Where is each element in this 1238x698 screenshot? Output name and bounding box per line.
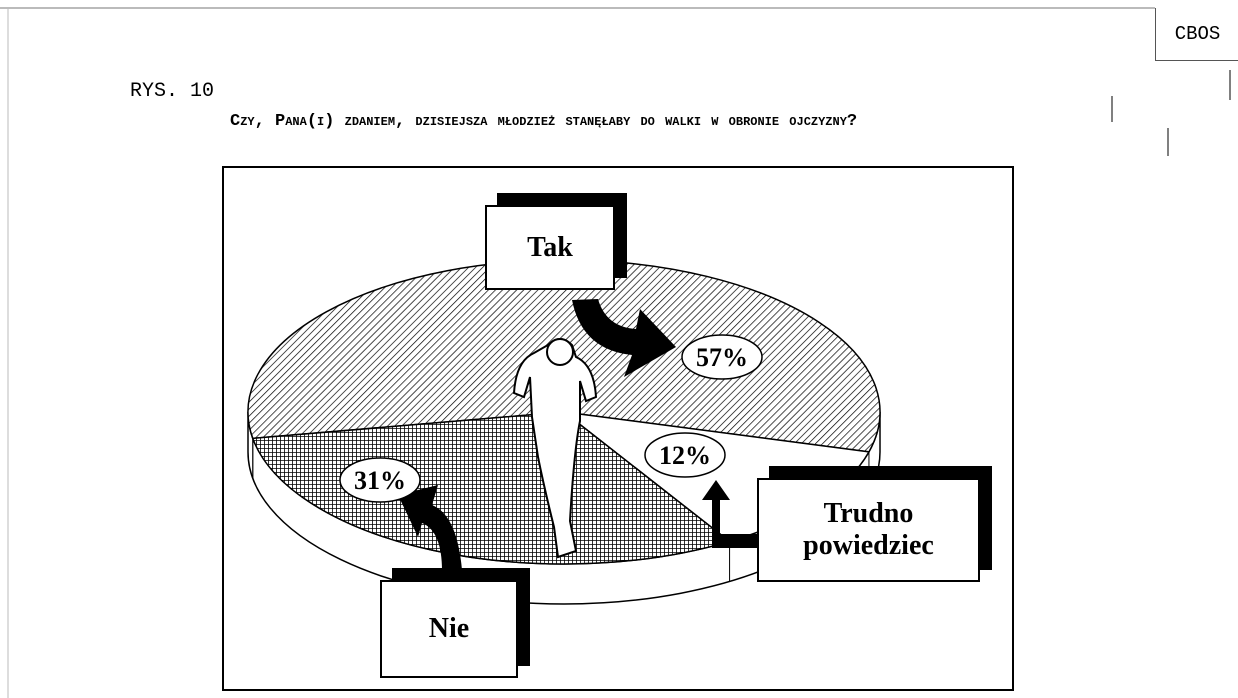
value-label-bg (644, 432, 726, 478)
chart-title: Czy, Pana(i) zdaniem, dzisiejsza młodzie… (230, 112, 858, 131)
arrow (702, 480, 760, 548)
arrow (398, 485, 462, 571)
figure-person (512, 338, 598, 559)
arrow (572, 299, 676, 377)
value-label-bg (339, 457, 421, 503)
value-label-bg (681, 334, 763, 380)
source: CBOS (1155, 8, 1238, 61)
figure-number: RYS. 10 (130, 80, 215, 103)
category-label: Nie (380, 580, 518, 678)
value-label: 31% (354, 466, 406, 495)
figure-head (546, 338, 574, 366)
value-label: 12% (659, 441, 711, 470)
pie-slice (251, 411, 732, 565)
value-label: 57% (696, 343, 748, 372)
category-label: Tak (485, 205, 615, 290)
pie: 57% 12% 31% (247, 259, 881, 605)
category-label: Trudno powiedziec (757, 478, 980, 582)
chart-frame (222, 166, 1014, 691)
